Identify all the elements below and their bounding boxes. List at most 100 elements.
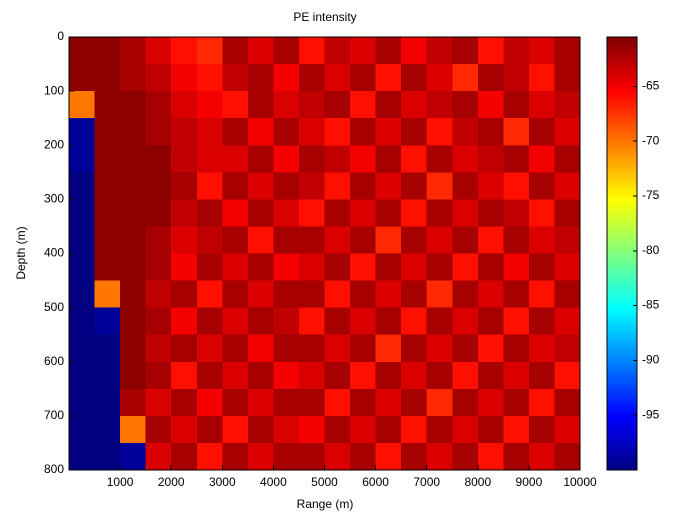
colorbar-swatch [607, 336, 637, 340]
colorbar-swatch [607, 448, 637, 452]
heatmap-cell [222, 37, 248, 65]
heatmap-cell [427, 64, 453, 92]
heatmap-cell [427, 254, 453, 282]
colorbar-swatch [607, 257, 637, 261]
heatmap-cell [171, 172, 197, 200]
heatmap-cell [478, 118, 504, 146]
heatmap-cell [529, 172, 555, 200]
heatmap-cell [69, 91, 95, 119]
colorbar-swatch [607, 358, 637, 362]
heatmap-cell [299, 118, 325, 146]
heatmap-cell [554, 91, 580, 119]
heatmap-cell [95, 226, 121, 254]
heatmap-cell [95, 118, 121, 146]
chart: PE intensity Range (m) Depth (m) 1000200… [0, 0, 678, 518]
heatmap-cell [350, 226, 376, 254]
colorbar-swatch [607, 282, 637, 286]
heatmap-cell [350, 362, 376, 390]
colorbar-tick-label: -85 [642, 298, 660, 312]
colorbar-swatch [607, 347, 637, 351]
heatmap-cell [452, 118, 478, 146]
x-tick-label: 1000 [107, 475, 134, 489]
colorbar-swatch [607, 456, 637, 460]
heatmap-cell [401, 91, 427, 119]
page: {"chart_data": {"type": "heatmap", "titl… [0, 0, 678, 518]
heatmap-cell [120, 254, 146, 282]
heatmap-cell [401, 226, 427, 254]
heatmap-cell [171, 308, 197, 336]
heatmap-cell [376, 389, 402, 417]
heatmap-cell [554, 443, 580, 471]
heatmap-cell [529, 281, 555, 309]
heatmap-cell [248, 389, 274, 417]
heatmap-cell [452, 37, 478, 65]
heatmap-cell [273, 308, 299, 336]
colorbar-swatch [607, 311, 637, 315]
heatmap-cell [69, 362, 95, 390]
heatmap-cell [95, 335, 121, 363]
heatmap-cell [146, 118, 172, 146]
heatmap-cell [146, 199, 172, 227]
colorbar-swatch [607, 293, 637, 297]
colorbar-swatch [607, 333, 637, 337]
heatmap-cell [325, 443, 351, 471]
heatmap-cell [478, 145, 504, 173]
heatmap-cell [427, 443, 453, 471]
heatmap-cell [478, 199, 504, 227]
heatmap-cell [69, 64, 95, 92]
heatmap-cell [452, 254, 478, 282]
heatmap-cell [69, 226, 95, 254]
colorbar-swatch [607, 102, 637, 106]
heatmap-cell [529, 308, 555, 336]
colorbar-swatch [607, 380, 637, 384]
colorbar-swatch [607, 383, 637, 387]
heatmap-cell [273, 254, 299, 282]
heatmap-cell [171, 389, 197, 417]
heatmap-cell [376, 145, 402, 173]
x-tick-label: 7000 [413, 475, 440, 489]
heatmap-cell [248, 37, 274, 65]
colorbar-swatch [607, 405, 637, 409]
heatmap-cell [554, 199, 580, 227]
heatmap-cell [146, 281, 172, 309]
heatmap-cell [299, 389, 325, 417]
y-tick-label: 300 [44, 192, 64, 206]
heatmap-cell [452, 145, 478, 173]
x-tick-label: 4000 [260, 475, 287, 489]
colorbar-swatch [607, 412, 637, 416]
heatmap-cell [69, 443, 95, 471]
heatmap-cell [478, 64, 504, 92]
heatmap-cell [478, 443, 504, 471]
colorbar-swatch [607, 134, 637, 138]
heatmap-cell [427, 118, 453, 146]
colorbar-swatch [607, 387, 637, 391]
heatmap-cell [171, 335, 197, 363]
colorbar-swatch [607, 156, 637, 160]
colorbar-swatch [607, 297, 637, 301]
heatmap-cell [452, 362, 478, 390]
colorbar-swatch [607, 69, 637, 73]
y-tick-label: 800 [44, 462, 64, 476]
colorbar-swatch [607, 73, 637, 77]
colorbar-swatch [607, 41, 637, 45]
heatmap-cell [452, 416, 478, 444]
heatmap-cell [427, 145, 453, 173]
heatmap-cell [401, 335, 427, 363]
chart-title: PE intensity [293, 10, 356, 24]
heatmap-cell [427, 226, 453, 254]
heatmap-cell [248, 91, 274, 119]
colorbar-swatch [607, 37, 637, 41]
heatmap-cell [452, 443, 478, 471]
heatmap-cell [325, 308, 351, 336]
heatmap-cell [95, 145, 121, 173]
heatmap-cell [299, 172, 325, 200]
heatmap-cell [325, 226, 351, 254]
heatmap-cell [171, 443, 197, 471]
x-tick-label: 6000 [362, 475, 389, 489]
heatmap-cell [376, 64, 402, 92]
heatmap-cell [197, 416, 223, 444]
heatmap-cell [376, 443, 402, 471]
heatmap-cell [529, 64, 555, 92]
heatmap-cell [273, 91, 299, 119]
colorbar-swatch [607, 152, 637, 156]
